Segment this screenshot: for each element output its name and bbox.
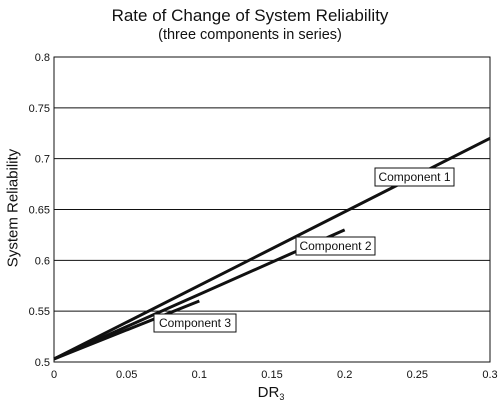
y-tick-label-0: 0.5 (35, 357, 50, 369)
series-line-component-3 (53, 299, 200, 361)
x-tick-label-5: 0.25 (407, 369, 428, 381)
x-axis-label-main: DR (257, 384, 280, 401)
callout-component-1: Component 1 (374, 167, 455, 187)
plot-area-frame (53, 56, 491, 363)
x-tick-label-1: 0.05 (116, 369, 137, 381)
grid-layer (54, 56, 490, 363)
y-tick-label-2: 0.6 (35, 255, 50, 267)
x-axis-label-subscript: 3 (279, 392, 285, 402)
tick-labels: 0.5 0.55 0.6 0.65 0.7 0.75 0.8 0 0.05 0.1 0.15 0.2 0… (29, 52, 498, 381)
series-callouts: Component 1 Component 2 Component 3 (153, 167, 455, 333)
x-tick-label-0: 0 (51, 369, 57, 381)
x-tick-label-3: 0.15 (261, 369, 282, 381)
series-label-component-1: Component 1 (378, 170, 450, 184)
x-tick-label-4: 0.2 (337, 369, 352, 381)
x-tick-label-6: 0.3 (482, 369, 497, 381)
x-tick-label-2: 0.1 (192, 369, 207, 381)
y-tick-label-3: 0.65 (29, 205, 50, 217)
callout-component-3: Component 3 (153, 313, 237, 333)
y-tick-label-4: 0.7 (35, 154, 50, 166)
callout-box-2 (295, 236, 376, 256)
x-axis-label: DR3 (258, 384, 285, 402)
callout-box-1 (374, 167, 455, 187)
y-tick-label-6: 0.8 (35, 52, 50, 64)
chart-subtitle: (three components in series) (158, 27, 342, 43)
callout-box-3 (153, 313, 237, 333)
y-tick-label-5: 0.75 (29, 103, 50, 115)
series-label-component-2: Component 2 (299, 239, 371, 253)
series-label-component-3: Component 3 (159, 316, 231, 330)
chart-title: Rate of Change of System Reliability (111, 6, 389, 25)
callout-component-2: Component 2 (295, 236, 376, 256)
y-tick-label-1: 0.55 (29, 306, 50, 318)
